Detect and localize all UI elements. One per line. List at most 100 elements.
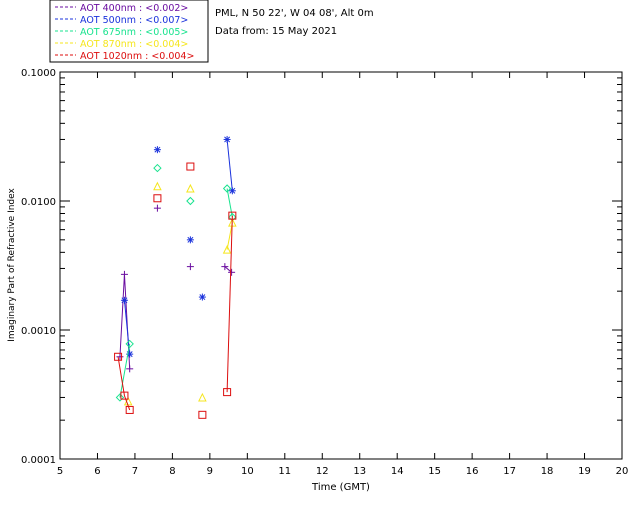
series-3 (115, 163, 237, 402)
x-tick-label: 13 (353, 466, 366, 477)
marker-shape (125, 339, 134, 349)
legend-label: AOT 675nm : <0.005> (80, 27, 188, 38)
marker-shape (153, 163, 162, 173)
axis-ticks: 5 6 7 8 9 10 11 12 13 14 15 16 17 18 19 20 0.0001 0.0010 0… (21, 68, 628, 477)
legend-label: AOT 400nm : <0.002> (80, 3, 188, 14)
data-point-triangle (198, 392, 207, 402)
marker-shape (198, 392, 207, 402)
marker-shape (222, 244, 232, 254)
series-line (123, 300, 131, 355)
marker-stroke (187, 236, 194, 243)
data-point-square (125, 405, 134, 414)
legend-entry: AOT 500nm : <0.007> (55, 15, 188, 26)
marker-shape (120, 391, 129, 400)
x-tick-label: 10 (241, 466, 254, 477)
legend-entry: AOT 400nm : <0.002> (55, 3, 188, 14)
data-point-diamond (222, 184, 232, 193)
x-tick-label: 15 (428, 466, 441, 477)
x-axis-label: Time (GMT) (311, 482, 370, 493)
x-tick-label: 14 (391, 466, 404, 477)
y-tick-label: 0.0010 (21, 326, 56, 337)
data-point-plus (126, 365, 134, 373)
series-line (226, 222, 233, 250)
marker-shape (198, 410, 207, 419)
legend-label: AOT 870nm : <0.004> (80, 39, 188, 50)
data-point-asterisk (186, 236, 194, 244)
x-tick-label: 16 (466, 466, 479, 477)
x-tick-label: 5 (57, 466, 63, 477)
series-layer (114, 135, 237, 419)
data-point-diamond (153, 163, 162, 173)
data-point-triangle (153, 181, 162, 191)
marker-stroke (229, 187, 236, 194)
plot-area (59, 71, 623, 460)
data-date-label: Data from: 15 May 2021 (215, 26, 337, 37)
series-line (119, 343, 131, 398)
data-point-plus (186, 263, 194, 271)
marker-shape (223, 388, 232, 397)
legend-box (49, 0, 209, 63)
site-location-label: PML, N 50 22', W 04 08', Alt 0m (215, 8, 374, 19)
y-tick-label: 0.0001 (21, 455, 56, 466)
marker-shape (228, 211, 237, 220)
data-point-diamond (125, 339, 134, 349)
data-point-triangle (186, 183, 195, 193)
series-line (117, 356, 131, 411)
data-point-asterisk (120, 296, 128, 304)
data-point-square (114, 352, 123, 361)
legend-label: AOT 1020nm : <0.004> (80, 51, 194, 62)
y-axis-label: Imaginary Part of Refractive Index (7, 187, 17, 341)
data-point-plus (116, 353, 124, 361)
series-1 (116, 204, 236, 373)
x-tick-label: 11 (278, 466, 291, 477)
data-point-asterisk (198, 293, 206, 301)
x-tick-label: 12 (316, 466, 329, 477)
x-tick-label: 6 (94, 466, 100, 477)
data-point-square (186, 162, 195, 171)
data-point-square (120, 391, 129, 400)
data-point-plus (153, 204, 161, 212)
x-tick-label: 18 (541, 466, 554, 477)
legend-entry: AOT 675nm : <0.005> (55, 27, 188, 38)
marker-shape (153, 194, 162, 203)
data-point-plus (120, 270, 128, 278)
marker-shape (222, 184, 232, 193)
legend-entry: AOT 1020nm : <0.004> (55, 51, 194, 62)
x-tick-label: 8 (169, 466, 175, 477)
marker-shape (125, 405, 134, 414)
x-tick-label: 17 (503, 466, 516, 477)
x-tick-label: 9 (207, 466, 213, 477)
series-5 (114, 162, 237, 419)
data-point-triangle (222, 244, 232, 254)
marker-stroke (154, 146, 161, 153)
marker-shape (186, 162, 195, 171)
data-point-diamond (186, 196, 195, 206)
data-point-asterisk (153, 146, 161, 154)
series-4 (123, 181, 237, 406)
marker-shape (153, 181, 162, 191)
series-2 (120, 135, 236, 358)
y-tick-label: 0.1000 (21, 68, 56, 79)
marker-stroke (224, 136, 231, 143)
data-point-asterisk (223, 135, 231, 143)
x-tick-label: 20 (616, 466, 629, 477)
marker-shape (115, 393, 125, 402)
marker-shape (186, 183, 195, 193)
data-point-plus (228, 268, 236, 276)
data-point-square (223, 388, 232, 397)
y-tick-label: 0.0100 (21, 197, 56, 208)
marker-stroke (121, 297, 128, 304)
marker-shape (114, 352, 123, 361)
data-point-square (198, 410, 207, 419)
marker-shape (186, 196, 195, 206)
series-line (226, 139, 233, 191)
data-point-diamond (115, 393, 125, 402)
series-line (226, 215, 233, 393)
data-point-plus (221, 263, 229, 271)
legend: AOT 400nm : <0.002>AOT 500nm : <0.007>AO… (55, 3, 194, 62)
x-tick-label: 7 (132, 466, 138, 477)
marker-stroke (199, 294, 206, 301)
legend-label: AOT 500nm : <0.007> (80, 15, 188, 26)
x-tick-label: 19 (578, 466, 591, 477)
